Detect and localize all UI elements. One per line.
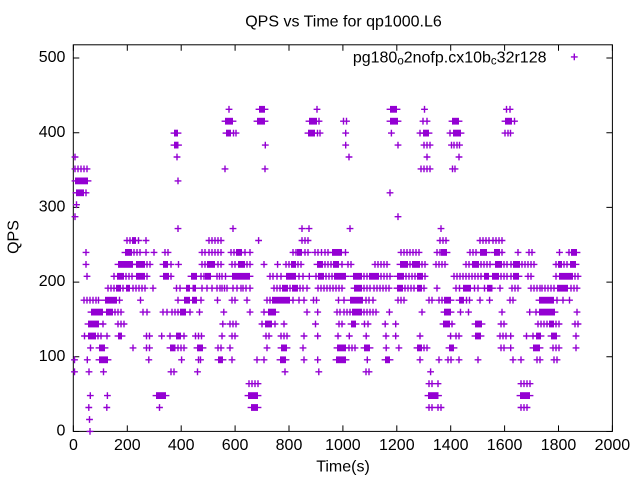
svg-text:Time(s): Time(s): [316, 459, 370, 476]
svg-text:200: 200: [114, 437, 141, 454]
svg-text:pg180o2nofp.cx10bc32r128: pg180o2nofp.cx10bc32r128: [353, 50, 547, 68]
svg-text:1600: 1600: [487, 437, 523, 454]
svg-text:400: 400: [39, 124, 66, 141]
svg-text:2000: 2000: [595, 437, 631, 454]
svg-text:0: 0: [56, 423, 65, 440]
svg-text:QPS: QPS: [6, 220, 23, 254]
svg-text:0: 0: [69, 437, 78, 454]
svg-text:100: 100: [39, 348, 66, 365]
svg-text:500: 500: [39, 49, 66, 66]
svg-text:400: 400: [168, 437, 195, 454]
svg-text:1400: 1400: [433, 437, 469, 454]
svg-text:300: 300: [39, 199, 66, 216]
svg-text:1200: 1200: [379, 437, 415, 454]
svg-text:1000: 1000: [325, 437, 361, 454]
svg-text:200: 200: [39, 273, 66, 290]
svg-text:800: 800: [276, 437, 303, 454]
svg-text:1800: 1800: [541, 437, 577, 454]
svg-text:600: 600: [222, 437, 249, 454]
svg-text:QPS vs Time for qp1000.L6: QPS vs Time for qp1000.L6: [245, 14, 442, 31]
